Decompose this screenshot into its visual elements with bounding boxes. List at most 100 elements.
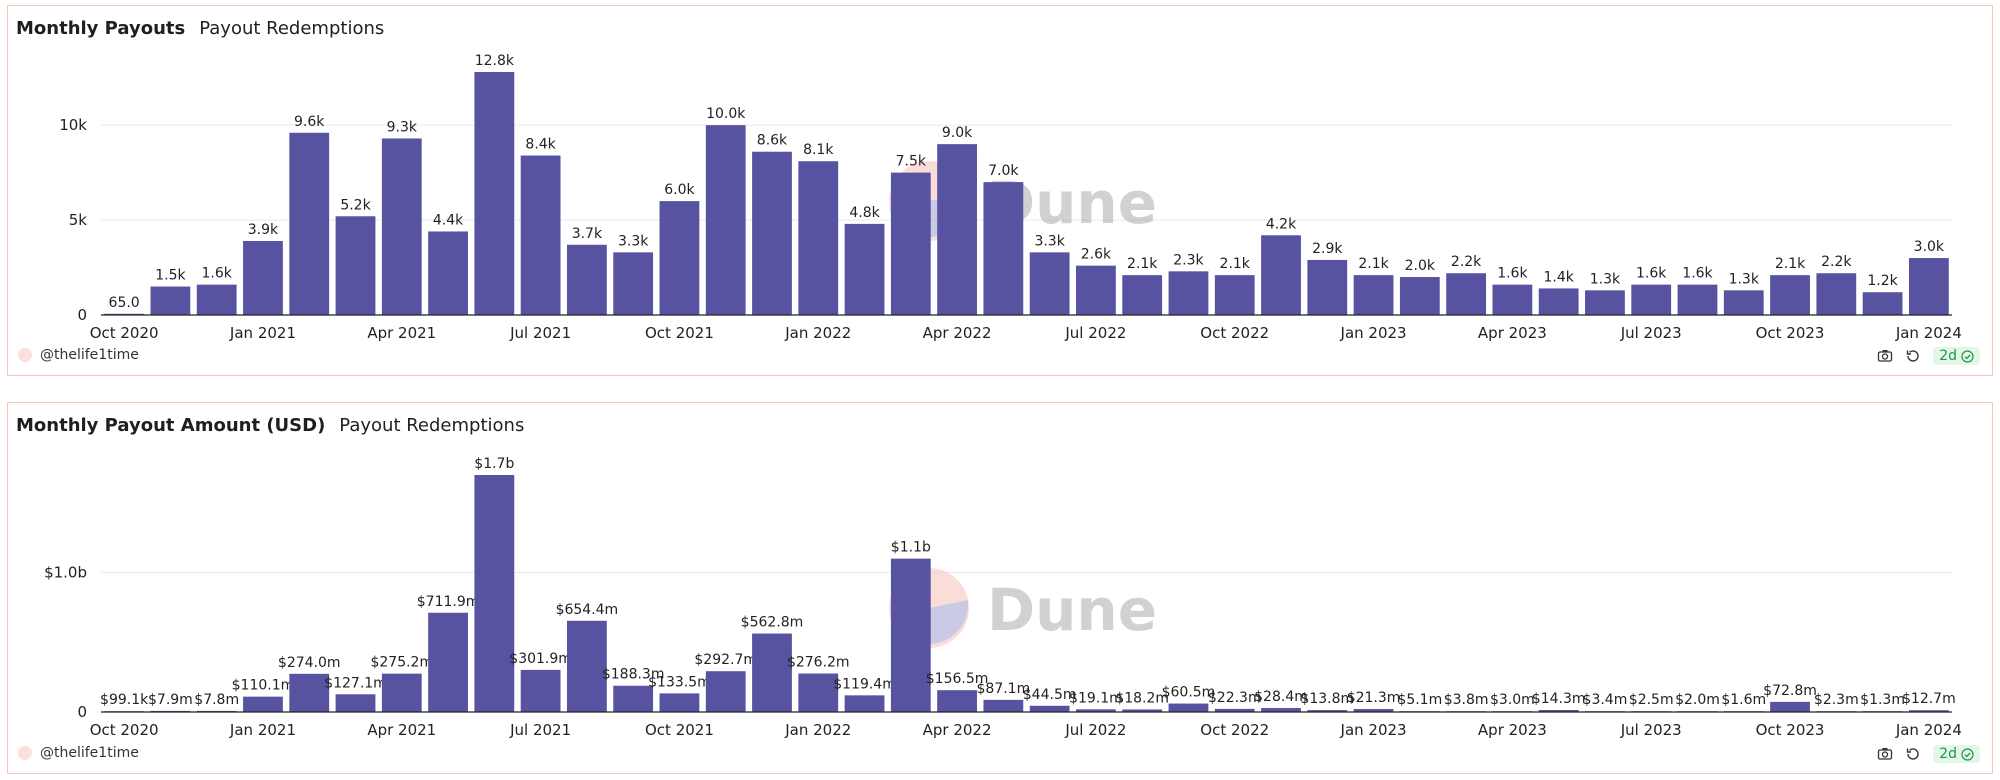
bar-value-label: $110.1m bbox=[232, 678, 295, 694]
bar[interactable] bbox=[150, 286, 191, 315]
bar-value-label: $87.1m bbox=[977, 681, 1031, 697]
bar[interactable] bbox=[1353, 709, 1394, 712]
bar[interactable] bbox=[474, 475, 515, 712]
bar[interactable] bbox=[1862, 292, 1903, 315]
y-tick-label: 0 bbox=[77, 703, 87, 721]
bar[interactable] bbox=[1538, 288, 1579, 315]
bar[interactable] bbox=[1307, 710, 1348, 712]
bar[interactable] bbox=[937, 144, 977, 315]
bar-value-label: 3.7k bbox=[572, 226, 603, 242]
bar-value-label: $292.7m bbox=[694, 652, 757, 668]
bar[interactable] bbox=[705, 671, 746, 712]
bar[interactable] bbox=[243, 696, 283, 712]
bar[interactable] bbox=[1677, 284, 1718, 315]
bar-value-label: $301.9m bbox=[509, 651, 572, 667]
bar[interactable] bbox=[1816, 273, 1857, 315]
freshness-badge[interactable]: 2d bbox=[1933, 745, 1980, 763]
bar[interactable] bbox=[428, 231, 468, 315]
bar[interactable] bbox=[1168, 271, 1209, 315]
bar-value-label: 3.3k bbox=[1034, 233, 1065, 249]
bar[interactable] bbox=[1492, 284, 1533, 315]
bar[interactable] bbox=[752, 151, 792, 315]
bar[interactable] bbox=[381, 673, 422, 712]
bar[interactable] bbox=[890, 558, 931, 712]
bar[interactable] bbox=[1029, 252, 1070, 315]
camera-icon[interactable] bbox=[1877, 746, 1893, 762]
bar-chart-monthly-payout-amount: 0 $1.0b Dune $99.1k $7.9m $7.8m$110.1m $274.0m… bbox=[44, 456, 1962, 739]
bar[interactable] bbox=[566, 244, 607, 315]
bar[interactable] bbox=[844, 695, 885, 712]
bar[interactable] bbox=[752, 633, 792, 712]
bar[interactable] bbox=[1631, 284, 1672, 315]
bar[interactable] bbox=[798, 673, 839, 712]
bar-value-label: $72.8m bbox=[1763, 683, 1817, 699]
bar[interactable] bbox=[566, 620, 607, 712]
bar-value-label: $188.3m bbox=[602, 667, 665, 683]
chart-title: Monthly Payouts bbox=[16, 18, 186, 39]
freshness-badge[interactable]: 2d bbox=[1933, 347, 1980, 365]
bar[interactable] bbox=[1399, 277, 1440, 315]
bar[interactable] bbox=[1122, 275, 1163, 315]
x-tick-label: Jan 2023 bbox=[1340, 324, 1407, 342]
bar[interactable] bbox=[289, 673, 330, 712]
bar[interactable] bbox=[520, 155, 561, 315]
chart-footer: @thelife1time bbox=[18, 347, 139, 363]
avatar[interactable] bbox=[18, 348, 32, 362]
panel-title: Monthly Payout Amount (USD) Payout Redemp… bbox=[16, 415, 524, 436]
bar[interactable] bbox=[983, 182, 1024, 315]
bar[interactable] bbox=[1214, 275, 1255, 315]
bar[interactable] bbox=[196, 284, 237, 315]
bar[interactable] bbox=[1214, 708, 1255, 712]
x-tick-label: Jan 2024 bbox=[1895, 324, 1962, 342]
bar[interactable] bbox=[1076, 265, 1116, 315]
bar[interactable] bbox=[104, 313, 145, 315]
refresh-icon[interactable] bbox=[1905, 348, 1921, 364]
bar[interactable] bbox=[335, 694, 376, 712]
bar[interactable] bbox=[798, 161, 839, 315]
bar[interactable] bbox=[289, 132, 330, 315]
bar[interactable] bbox=[381, 138, 422, 315]
bar[interactable] bbox=[613, 252, 654, 315]
bar[interactable] bbox=[1770, 275, 1810, 315]
author-link[interactable]: @thelife1time bbox=[40, 347, 139, 363]
bar[interactable] bbox=[1122, 709, 1163, 712]
bar[interactable] bbox=[659, 693, 700, 712]
bar[interactable] bbox=[1908, 710, 1949, 712]
bar[interactable] bbox=[1168, 703, 1209, 712]
bar[interactable] bbox=[705, 125, 746, 315]
bar[interactable] bbox=[937, 690, 977, 712]
bar[interactable] bbox=[890, 172, 931, 315]
bar[interactable] bbox=[1261, 708, 1301, 712]
bar[interactable] bbox=[1353, 275, 1394, 315]
bar[interactable] bbox=[1723, 290, 1764, 315]
bar[interactable] bbox=[474, 72, 515, 315]
bar[interactable] bbox=[335, 216, 376, 315]
bar-value-label: 2.1k bbox=[1127, 256, 1158, 272]
bar[interactable] bbox=[520, 669, 561, 712]
bar-value-label: 2.2k bbox=[1821, 254, 1852, 270]
bar[interactable] bbox=[1770, 701, 1810, 712]
bar[interactable] bbox=[1446, 273, 1487, 315]
bar[interactable] bbox=[1261, 235, 1301, 315]
bar-value-label: 1.3k bbox=[1590, 271, 1621, 287]
author-link[interactable]: @thelife1time bbox=[40, 745, 139, 761]
bar[interactable] bbox=[659, 201, 700, 315]
bar[interactable] bbox=[613, 685, 654, 712]
bar-value-label: $22.3m bbox=[1208, 690, 1262, 706]
bar[interactable] bbox=[428, 612, 468, 712]
avatar[interactable] bbox=[18, 746, 32, 760]
camera-icon[interactable] bbox=[1877, 348, 1893, 364]
bar[interactable] bbox=[1029, 705, 1070, 712]
bar[interactable] bbox=[243, 240, 283, 315]
bar[interactable] bbox=[844, 223, 885, 315]
bar-value-label: $3.4m bbox=[1583, 692, 1628, 708]
bar[interactable] bbox=[1538, 710, 1579, 712]
bar-value-label: 4.2k bbox=[1266, 216, 1297, 232]
bar[interactable] bbox=[983, 699, 1024, 712]
refresh-icon[interactable] bbox=[1905, 746, 1921, 762]
bar[interactable] bbox=[1076, 709, 1116, 712]
bar[interactable] bbox=[1908, 258, 1949, 315]
bar[interactable] bbox=[1307, 259, 1348, 315]
bar[interactable] bbox=[1585, 290, 1625, 315]
